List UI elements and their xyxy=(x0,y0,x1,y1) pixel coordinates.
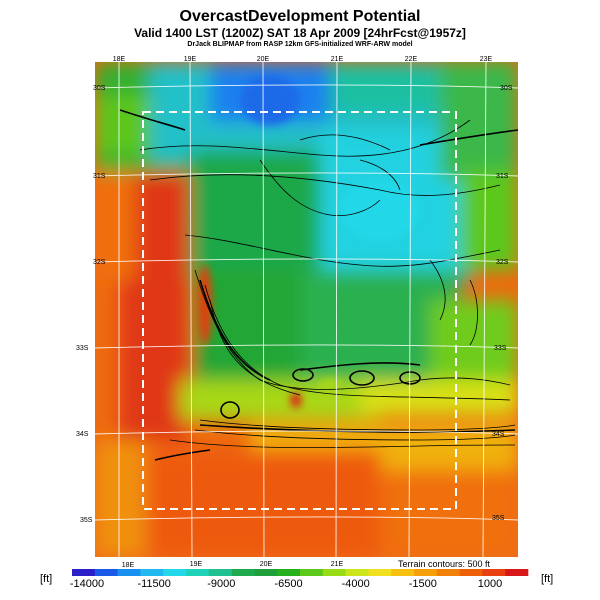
colorbar-tick-label: -14000 xyxy=(69,578,105,590)
colorbar-swatch xyxy=(254,569,278,576)
colorbar-swatch xyxy=(322,569,346,576)
colorbar-tick-label: 1000 xyxy=(477,578,503,590)
lon-label-bottom: 21E xyxy=(331,561,344,568)
colorbar-swatch xyxy=(459,569,483,576)
lat-label-right: 33S xyxy=(494,345,507,352)
overcast-potential-field xyxy=(95,62,518,557)
colorbar-swatch xyxy=(482,569,506,576)
colorbar-swatch xyxy=(300,569,324,576)
colorbar-swatch xyxy=(186,569,210,576)
lat-label-right: 35S xyxy=(492,515,505,522)
colorbar-unit-left: [ft] xyxy=(40,573,53,585)
colorbar xyxy=(72,569,529,576)
colorbar-swatch xyxy=(117,569,141,576)
lon-label-bottom: 20E xyxy=(260,561,273,568)
model-credit: DrJack BLIPMAP from RASP 12km GFS-initia… xyxy=(187,41,413,48)
map-title: OvercastDevelopment Potential xyxy=(179,8,421,25)
lon-label-top: 21E xyxy=(331,56,344,63)
major-terrain-contours xyxy=(119,109,518,461)
lat-label-right: 30S xyxy=(500,85,513,92)
lon-label-bottom: 19E xyxy=(190,561,203,568)
colorbar-swatch xyxy=(277,569,301,576)
lon-label-top: 23E xyxy=(480,56,493,63)
coordinate-labels: 18E 19E 20E 21E 22E 23E 18E 19E 20E 21E … xyxy=(76,56,513,569)
map-valid-time: Valid 1400 LST (1200Z) SAT 18 Apr 2009 [… xyxy=(134,26,466,40)
lon-label-bottom: 18E xyxy=(122,562,135,569)
colorbar-unit-right: [ft] xyxy=(541,573,554,585)
colorbar-swatch xyxy=(140,569,164,576)
lat-label-right: 31S xyxy=(496,173,509,180)
lat-label-right: 32S xyxy=(496,259,509,266)
colorbar-swatch xyxy=(414,569,438,576)
lon-label-top: 18E xyxy=(113,56,126,63)
colorbar-tick-label: -6500 xyxy=(274,578,303,590)
colorbar-swatch xyxy=(94,569,118,576)
colorbar-swatch xyxy=(391,569,415,576)
lat-label-left: 32S xyxy=(93,259,106,266)
lon-label-top: 19E xyxy=(184,56,197,63)
colorbar-tick-label: -11500 xyxy=(137,578,171,590)
colorbar-swatch xyxy=(231,569,255,576)
lat-label-left: 34S xyxy=(76,431,89,438)
colorbar-swatch xyxy=(163,569,187,576)
colorbar-swatch xyxy=(72,569,96,576)
colorbar-tick-label: -4000 xyxy=(341,578,370,590)
lat-label-left: 33S xyxy=(76,345,89,352)
lat-lon-grid xyxy=(95,62,518,557)
colorbar-swatch xyxy=(208,569,232,576)
terrain-contour-note: Terrain contours: 500 ft xyxy=(398,559,491,569)
inner-domain-box xyxy=(142,111,457,510)
colorbar-swatch xyxy=(368,569,392,576)
lon-label-top: 22E xyxy=(405,56,418,63)
lat-label-right: 34S xyxy=(492,431,505,438)
colorbar-tick-label: -9000 xyxy=(207,578,236,590)
colorbar-swatch xyxy=(505,569,529,576)
lon-label-top: 20E xyxy=(257,56,270,63)
lat-label-left: 35S xyxy=(80,517,93,524)
colorbar-tick-label: -1500 xyxy=(408,578,437,590)
lat-label-left: 31S xyxy=(93,173,106,180)
lat-label-left: 30S xyxy=(93,85,106,92)
colorbar-swatch xyxy=(345,569,369,576)
colorbar-swatch xyxy=(436,569,460,576)
